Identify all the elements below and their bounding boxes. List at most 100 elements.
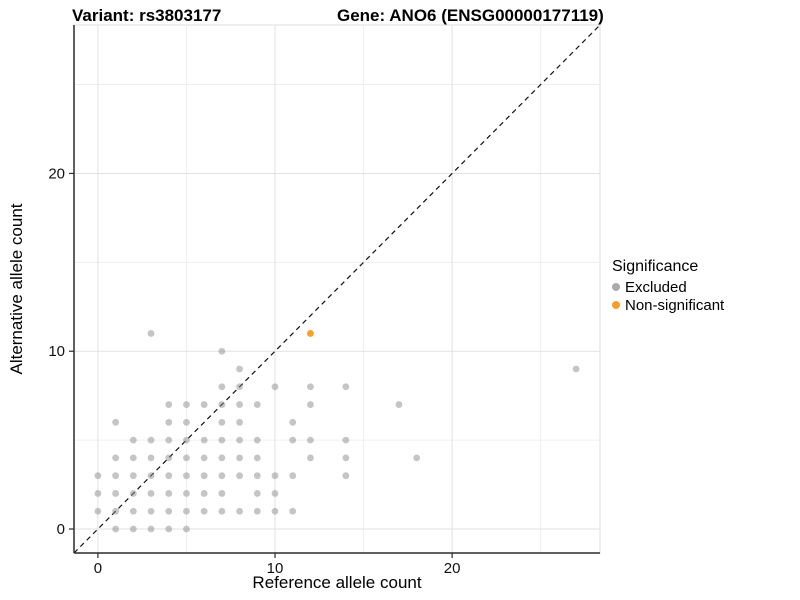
data-point-excluded [94, 472, 102, 480]
data-point-excluded [236, 454, 243, 462]
data-point-excluded [129, 525, 137, 533]
data-point-excluded [165, 401, 173, 408]
y-tick-label: 10 [48, 343, 65, 360]
data-point-excluded [236, 383, 243, 391]
data-point-excluded [129, 472, 137, 480]
data-point-excluded [289, 472, 297, 480]
legend-item-non-significant: Non-significant [612, 296, 724, 314]
data-point-excluded [253, 490, 261, 497]
legend-dot-icon [612, 301, 620, 309]
data-point-excluded [129, 490, 137, 497]
data-point-excluded [236, 472, 243, 480]
data-point-excluded [147, 454, 155, 462]
data-point-excluded [165, 472, 173, 480]
data-point-excluded [253, 507, 261, 515]
data-point-excluded [183, 507, 190, 515]
data-point-excluded [307, 454, 314, 462]
x-tick-label: 10 [267, 560, 284, 577]
data-point-excluded [94, 507, 102, 515]
x-axis-title: Reference allele count [252, 573, 422, 592]
data-point-excluded [200, 507, 208, 515]
data-point-excluded [236, 418, 243, 426]
data-point-excluded [236, 365, 243, 373]
legend: Significance Excluded Non-significant [612, 258, 724, 314]
data-point-excluded [165, 525, 173, 533]
data-point-excluded [112, 454, 120, 462]
data-point-excluded [183, 401, 190, 408]
data-point-excluded [236, 436, 243, 444]
data-point-excluded [342, 454, 350, 462]
data-point-excluded [165, 436, 173, 444]
y-tick-label: 20 [48, 165, 65, 182]
data-point-excluded [307, 401, 314, 408]
data-point-excluded [271, 507, 279, 515]
gene-title: Gene: ANO6 (ENSG00000177119) [337, 6, 604, 25]
data-point-excluded [147, 525, 155, 533]
data-point-excluded [165, 490, 173, 497]
data-point-excluded [271, 490, 279, 497]
data-point-excluded [289, 418, 297, 426]
data-point-excluded [342, 383, 350, 391]
y-tick-label: 0 [57, 521, 65, 538]
data-point-excluded [165, 454, 173, 462]
data-point-excluded [147, 507, 155, 515]
data-point-excluded [183, 418, 190, 426]
legend-item-label: Excluded [625, 278, 687, 296]
data-point-excluded [271, 472, 279, 480]
data-point-excluded [218, 490, 226, 497]
data-point-excluded [413, 454, 421, 462]
data-point-excluded [183, 454, 190, 462]
data-point-excluded [342, 472, 350, 480]
data-point-excluded [129, 436, 137, 444]
x-tick-label: 20 [444, 560, 461, 577]
legend-dot-icon [612, 283, 620, 291]
data-point-excluded [147, 436, 155, 444]
data-point-excluded [253, 454, 261, 462]
data-point-excluded [218, 347, 226, 355]
data-point-excluded [572, 365, 580, 373]
data-point-excluded [200, 472, 208, 480]
variant-title: Variant: rs3803177 [72, 6, 222, 25]
data-point-excluded [218, 472, 226, 480]
data-point-excluded [218, 507, 226, 515]
data-point-excluded [112, 418, 120, 426]
data-point-excluded [289, 436, 297, 444]
data-point-excluded [147, 472, 155, 480]
data-point-excluded [289, 507, 297, 515]
data-point-excluded [253, 472, 261, 480]
data-point-excluded [200, 490, 208, 497]
data-point-excluded [129, 454, 137, 462]
data-point-excluded [183, 436, 190, 444]
identity-dashed-line [73, 24, 601, 554]
data-point-excluded [307, 436, 314, 444]
data-point-excluded [165, 418, 173, 426]
data-point-excluded [236, 401, 243, 408]
data-point-excluded [147, 330, 155, 337]
data-point-excluded [307, 383, 314, 391]
data-point-excluded [253, 436, 261, 444]
data-point-excluded [236, 507, 243, 515]
data-point-excluded [112, 490, 120, 497]
y-axis-title: Alternative allele count [7, 203, 26, 375]
data-point-excluded [218, 383, 226, 391]
data-point-excluded [200, 436, 208, 444]
data-point-non-significant [307, 330, 314, 337]
data-point-excluded [183, 490, 190, 497]
data-point-excluded [183, 472, 190, 480]
data-point-excluded [395, 401, 403, 408]
data-point-excluded [200, 454, 208, 462]
legend-item-label: Non-significant [625, 296, 725, 314]
legend-items: Excluded Non-significant [612, 278, 724, 314]
data-point-excluded [165, 507, 173, 515]
data-point-excluded [147, 490, 155, 497]
data-point-excluded [129, 507, 137, 515]
data-point-excluded [253, 401, 261, 408]
data-point-excluded [342, 436, 350, 444]
data-point-excluded [271, 383, 279, 391]
data-point-excluded [200, 401, 208, 408]
data-point-excluded [218, 418, 226, 426]
data-point-excluded [218, 436, 226, 444]
legend-item-excluded: Excluded [612, 278, 724, 296]
